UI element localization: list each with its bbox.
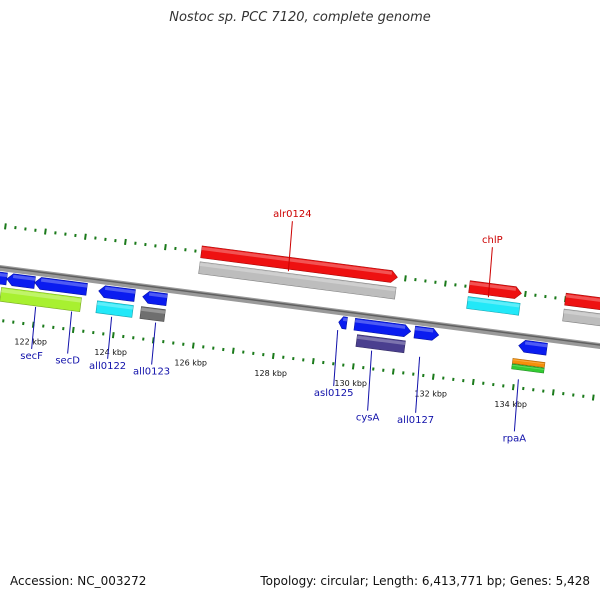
- tick-mark-bottom: [231, 347, 235, 354]
- gene-label-leader: [151, 322, 157, 365]
- accession-text: Accession: NC_003272: [10, 574, 147, 588]
- gene-label-leader: [31, 306, 37, 349]
- tick-mark-bottom: [351, 363, 355, 370]
- tick-mark-top: [4, 223, 7, 230]
- gene-highlight: [0, 273, 8, 278]
- tick-mark-top: [44, 228, 47, 235]
- gene-highlight: [12, 274, 36, 281]
- gene-label: chlP: [482, 235, 503, 246]
- gene-gray-feature: [198, 261, 397, 300]
- tick-mark-bottom: [591, 394, 595, 401]
- gene-label: all0122: [89, 361, 126, 372]
- gene-highlight: [104, 286, 136, 294]
- axis-tick-label: 122 kbp: [14, 338, 47, 347]
- tick-mark-top: [524, 290, 527, 298]
- tick-mark-bottom: [71, 326, 75, 334]
- gene-red-feature: [564, 292, 600, 310]
- gene-blue-feature: [142, 291, 168, 307]
- gene-highlight: [140, 307, 166, 314]
- gene-label: secF: [20, 351, 43, 362]
- gene-highlight: [563, 310, 600, 318]
- tick-mark-top: [164, 244, 167, 251]
- gene-highlight: [148, 292, 168, 298]
- gene-blue-feature: [98, 285, 136, 302]
- gene-highlight: [414, 327, 434, 333]
- gene-label-leader: [287, 221, 293, 272]
- gene-highlight: [40, 278, 88, 288]
- gene-highlight: [96, 301, 134, 310]
- gene-highlight: [199, 262, 396, 292]
- gene-highlight: [467, 297, 520, 308]
- gene-highlight: [354, 319, 406, 329]
- gene-blue-feature: [6, 273, 36, 289]
- backbone-line: [0, 264, 600, 350]
- gene-cyan-feature: [95, 300, 134, 318]
- tick-mark-bottom: [511, 384, 515, 391]
- tick-mark-bottom: [271, 352, 275, 360]
- gene-cyan-feature: [466, 296, 521, 316]
- axis-tick-label: 126 kbp: [174, 358, 207, 367]
- gene-highlight: [512, 359, 545, 365]
- tick-mark-bottom: [191, 342, 195, 349]
- topology-text: Topology: circular; Length: 6,413,771 bp…: [260, 574, 590, 588]
- tick-mark-bottom: [111, 332, 115, 339]
- gene-highlight: [356, 335, 406, 346]
- tick-mark-bottom: [431, 373, 435, 380]
- axis-tick-label: 132 kbp: [414, 390, 447, 399]
- gene-lime-feature: [0, 287, 82, 312]
- map-title: Nostoc sp. PCC 7120, complete genome: [169, 10, 431, 25]
- gene-blue-feature: [34, 277, 88, 296]
- gene-label: cysA: [356, 413, 380, 424]
- gene-red-feature: [468, 280, 522, 299]
- tick-mark-top: [84, 233, 87, 240]
- axis-tick-label: 124 kbp: [94, 348, 127, 357]
- gene-blue-feature: [353, 317, 412, 337]
- gene-label-leader: [107, 316, 113, 359]
- gene-label: all0127: [397, 415, 434, 426]
- gene-highlight: [342, 317, 348, 322]
- gene-highlight: [201, 246, 393, 275]
- gene-label-leader: [513, 379, 519, 432]
- gene-label-leader: [415, 356, 421, 413]
- axis-tick-label: 128 kbp: [254, 369, 287, 378]
- gene-label: all0123: [133, 367, 170, 378]
- gene-blue-feature: [413, 325, 440, 341]
- gene-highlight: [524, 341, 548, 348]
- gene-gray-feature: [562, 308, 600, 327]
- gene-label-leader: [367, 350, 373, 411]
- gene-purple-feature: [355, 334, 406, 354]
- backbone-edge: [0, 266, 600, 346]
- gene-label-leader: [333, 330, 339, 387]
- tick-mark-top: [404, 275, 407, 282]
- gene-green-feature: [511, 363, 545, 374]
- gene-blue-feature: [518, 340, 548, 356]
- axis-tick-label: 134 kbp: [494, 400, 527, 409]
- gene-darkgray-feature: [139, 306, 166, 322]
- tick-mark-top: [124, 238, 127, 246]
- gene-blue-feature: [0, 271, 8, 286]
- gene-highlight: [469, 281, 517, 291]
- axis-tick-label: 130 kbp: [334, 379, 367, 388]
- tick-mark-bottom: [31, 321, 35, 328]
- tick-mark-top: [444, 280, 447, 287]
- gene-label: asl0125: [314, 388, 354, 399]
- gene-label: secD: [55, 356, 80, 367]
- gene-highlight: [565, 294, 600, 302]
- tick-mark-bottom: [551, 389, 555, 396]
- gene-highlight: [512, 364, 545, 370]
- gene-label-leader: [487, 247, 493, 298]
- tick-mark-bottom: [471, 378, 475, 386]
- gene-blue-feature: [338, 316, 348, 330]
- gene-highlight: [0, 288, 82, 303]
- tick-mark-bottom: [151, 337, 155, 344]
- tick-mark-bottom: [391, 368, 395, 375]
- gene-red-feature: [200, 245, 398, 283]
- tick-mark-bottom: [311, 358, 315, 365]
- gene-label: alr0124: [273, 209, 311, 220]
- gene-label: rpaA: [503, 433, 527, 444]
- gene-orange-feature: [511, 358, 546, 368]
- gene-label-leader: [67, 311, 73, 354]
